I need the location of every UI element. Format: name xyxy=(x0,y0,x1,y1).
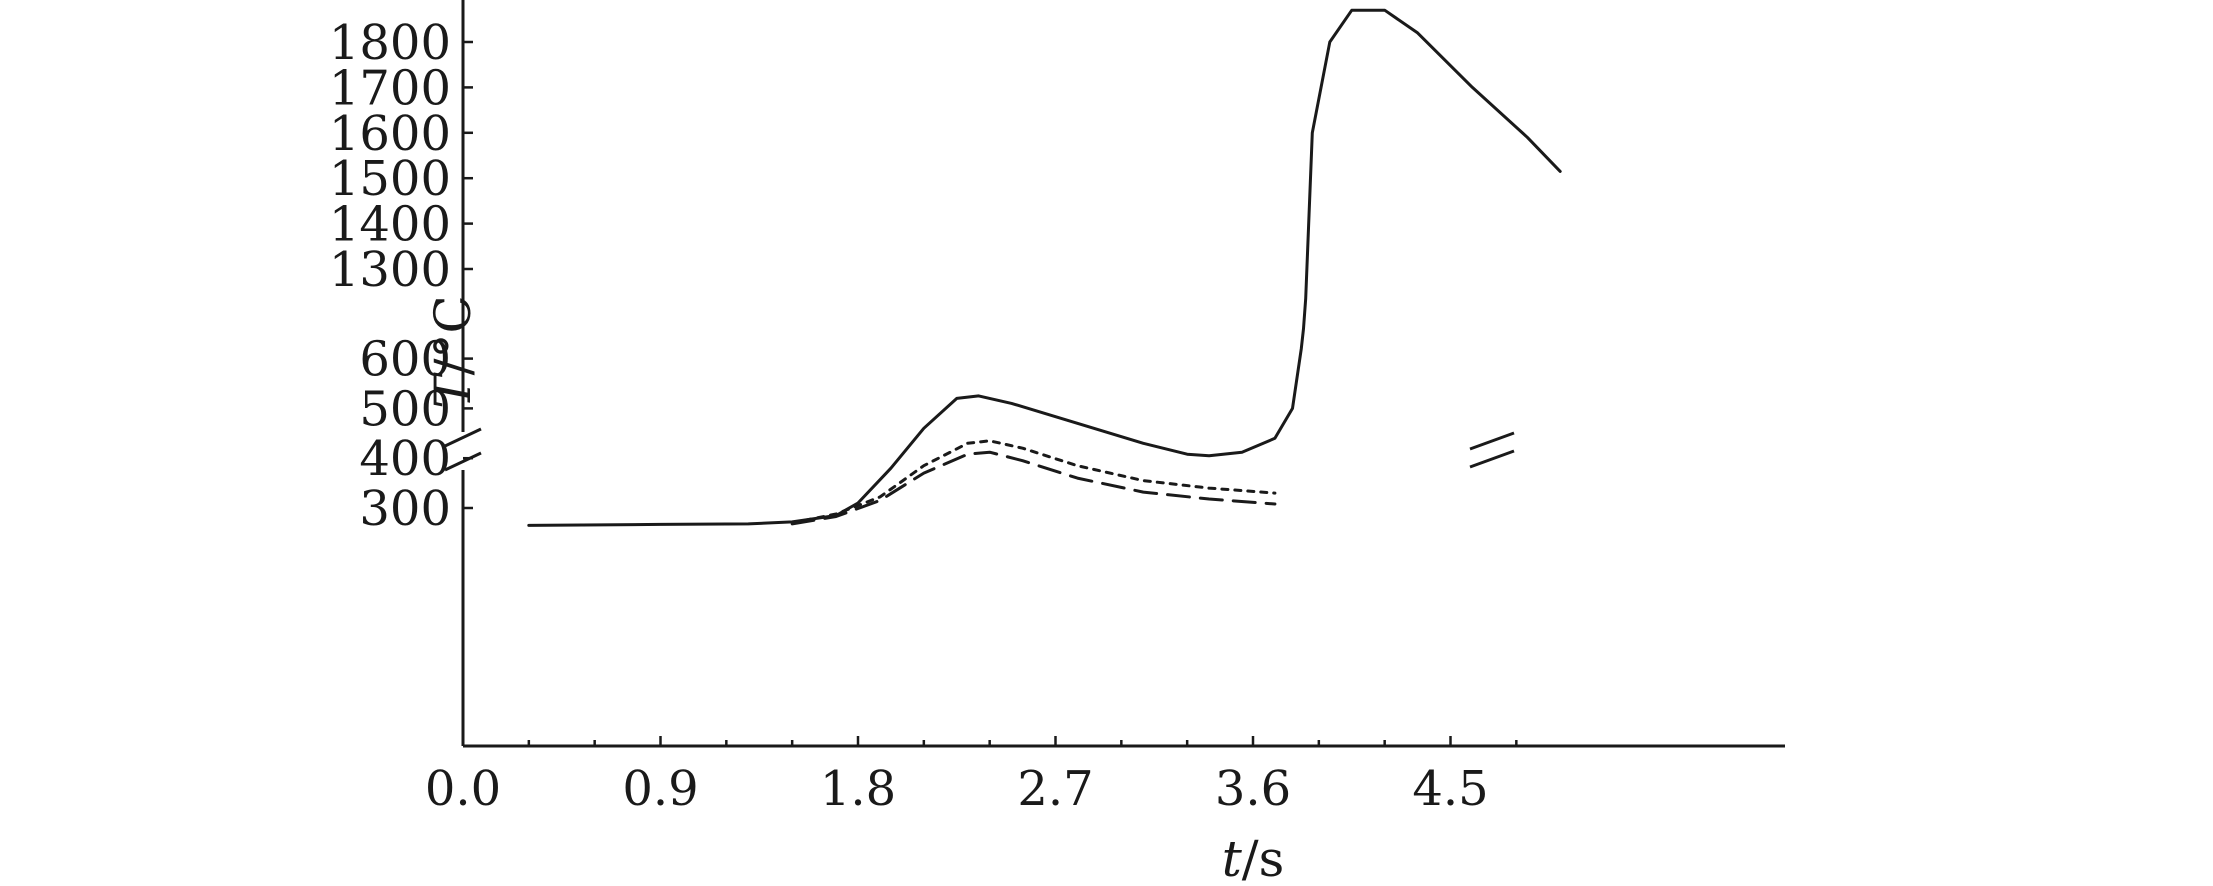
y-tick-label: 1600 xyxy=(329,106,451,162)
x-axis-unit: /s xyxy=(1242,830,1285,886)
y-tick-label: 500 xyxy=(359,381,451,437)
series-layer xyxy=(527,8,1562,527)
y-tick-label: 1700 xyxy=(329,60,451,116)
y-axis-unit: /°C xyxy=(424,295,482,375)
y-axis-title: T/°C xyxy=(424,295,482,408)
axis-break-layer xyxy=(443,427,1515,472)
series-line-dotted xyxy=(790,439,1277,525)
y-tick-label: 1300 xyxy=(329,242,451,298)
x-axis-title: t/s xyxy=(1222,830,1285,886)
y-tick-label: 400 xyxy=(359,431,451,487)
series-line-dashed xyxy=(790,450,1277,526)
series-line-solid xyxy=(527,8,1562,527)
y-axis-break-mark-lower xyxy=(444,451,482,472)
x-tick-label: 0.0 xyxy=(425,761,501,817)
y-tick-label: 1400 xyxy=(329,197,451,253)
x-tick-label: 2.7 xyxy=(1017,761,1093,817)
curve-break-mark-upper xyxy=(1469,431,1515,451)
y-axis-break-mark-upper xyxy=(444,427,482,448)
y-tick-label: 1500 xyxy=(329,151,451,207)
curve-break-mark-lower xyxy=(1469,449,1515,469)
axis-layer xyxy=(461,0,1785,748)
x-tick-label: 0.9 xyxy=(622,761,698,817)
x-axis-variable: t xyxy=(1222,830,1243,886)
x-tick-label: 3.6 xyxy=(1215,761,1291,817)
x-tick-label: 1.8 xyxy=(820,761,896,817)
y-tick-label: 300 xyxy=(359,481,451,537)
y-tick-label: 1800 xyxy=(329,15,451,71)
y-tick-label: 600 xyxy=(359,332,451,388)
x-tick-label: 4.5 xyxy=(1412,761,1488,817)
y-axis-variable: T xyxy=(424,372,482,409)
